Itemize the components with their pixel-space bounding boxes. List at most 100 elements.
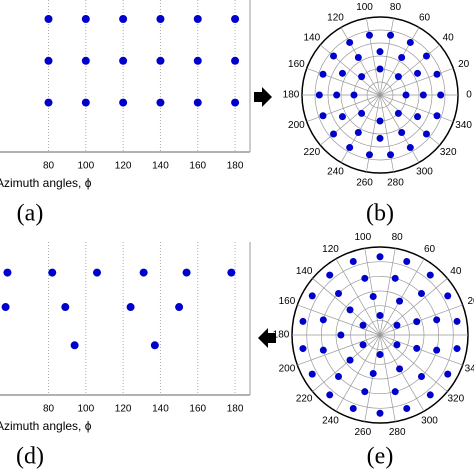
data-point [391,388,399,396]
data-point [387,151,395,159]
angle-label: 280 [387,177,404,188]
grid-spoke [379,94,420,163]
data-point [433,346,441,354]
data-point [81,98,90,107]
x-tick-label: 80 [43,404,55,415]
grid-spoke [297,334,381,366]
panel-label: (e) [367,444,394,470]
data-point [354,129,362,137]
angle-label: 240 [327,167,344,178]
data-point [319,316,327,324]
data-point [387,31,395,39]
angle-label: 260 [354,427,371,438]
angle-label: 20 [467,296,474,307]
x-tick-label: 180 [227,404,244,415]
angle-label: 80 [392,232,404,243]
data-point [150,341,159,350]
data-point [44,15,53,23]
data-point [422,52,430,60]
data-point [391,274,399,282]
angle-label: 0 [466,90,472,101]
data-point [156,15,165,23]
x-tick-label: 80 [43,161,55,172]
data-point [413,318,421,326]
data-point [333,91,341,99]
grid-spoke [312,334,381,392]
angle-label: 40 [443,32,455,43]
grid-spoke [379,334,425,412]
data-point [349,257,357,265]
grid-spoke [340,27,381,96]
data-point [330,130,338,138]
angle-label: 220 [303,147,320,158]
data-point [175,303,184,312]
data-point [376,351,384,359]
data-point [369,292,377,300]
data-point [376,253,384,261]
angle-label: 320 [440,147,457,158]
data-point [444,370,452,378]
data-point [365,31,373,39]
data-point [444,292,452,300]
data-point [335,372,343,380]
data-point [231,56,240,65]
grid-spoke [366,94,381,172]
x-axis-label: Azimuth angles, ϕ [0,419,92,433]
grid-spoke [364,248,381,336]
angle-label: 140 [296,266,313,277]
data-point [376,409,384,417]
data-point [182,268,191,277]
grid-spoke [379,334,396,422]
grid-spoke [379,67,454,96]
data-point [81,56,90,65]
data-point [119,15,128,23]
data-point [1,303,10,312]
data-point [396,365,404,373]
x-tick-label: 100 [77,161,94,172]
angle-label: 180 [273,330,290,341]
data-point [426,271,434,279]
data-point [398,53,406,61]
angle-label: 160 [288,59,305,70]
data-point [299,317,307,325]
angle-label: 300 [421,415,438,426]
panel-label: (b) [366,201,394,227]
grid-spoke [379,94,440,146]
grid-spoke [335,334,381,412]
data-point [119,56,128,65]
grid-spoke [320,94,381,146]
angle-label: 20 [458,59,470,70]
angle-label: 120 [327,13,344,24]
data-point [231,15,240,23]
x-tick-label: 180 [227,161,244,172]
data-point [453,317,461,325]
x-tick-label: 140 [152,404,169,415]
grid-spoke [320,44,381,96]
data-point [93,268,102,277]
data-point [413,344,421,352]
angle-label: 120 [322,244,339,255]
data-point [422,130,430,138]
data-point [403,405,411,413]
grid-spoke [297,304,381,336]
panel-label: (d) [16,444,44,470]
data-point [227,268,236,277]
x-tick-label: 140 [152,161,169,172]
angle-label: 300 [416,167,433,178]
data-point [350,91,358,99]
data-point [361,274,369,282]
data-point [319,346,327,354]
data-point [393,321,401,329]
grid-spoke [364,334,381,422]
data-point [358,73,366,81]
data-point [402,91,410,99]
data-point [398,129,406,137]
data-point [346,306,354,314]
data-point [369,370,377,378]
grid-spoke [312,278,381,336]
data-point [417,290,425,298]
angle-label: 100 [356,2,373,13]
data-point [433,112,441,120]
data-point [406,38,414,46]
grid-spoke [379,27,420,96]
